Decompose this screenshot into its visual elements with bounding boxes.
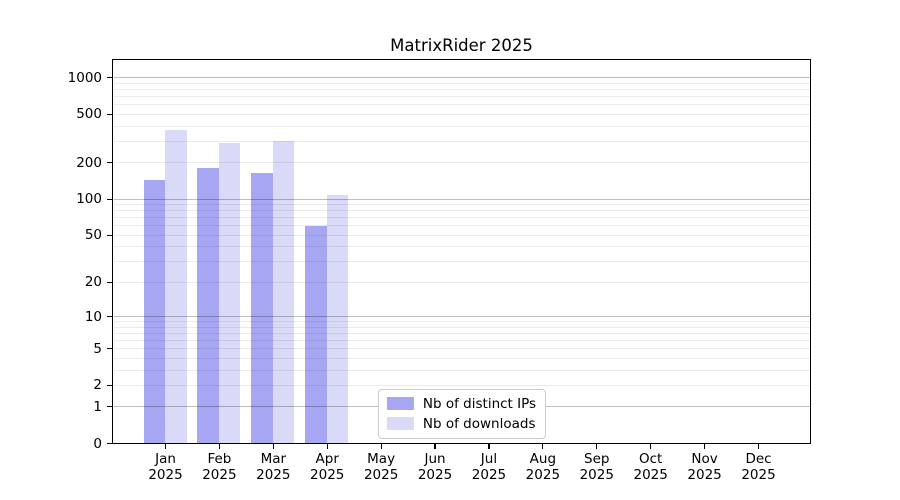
x-tick-year: 2025 — [687, 466, 722, 483]
x-tick-mark — [650, 443, 652, 449]
y-tick-mark — [106, 315, 113, 318]
y-tick-mark — [106, 113, 113, 116]
x-tick-label: Jan 2025 — [131, 451, 201, 483]
legend-swatch-downloads — [386, 416, 414, 431]
x-tick-month: Aug — [529, 451, 557, 467]
y-tick-mark — [106, 281, 113, 283]
x-tick-month: Nov — [691, 451, 718, 467]
bar-distinct-ips-feb — [197, 168, 219, 444]
x-tick-mark — [218, 443, 220, 449]
x-tick-month: May — [367, 451, 396, 467]
x-tick-label: Dec 2025 — [724, 451, 794, 483]
x-tick-label: May 2025 — [346, 451, 416, 483]
y-tick-label: 200 — [76, 154, 102, 171]
x-tick-month: Mar — [260, 451, 287, 467]
x-tick-month: Jul — [480, 451, 498, 467]
plot-area: Nb of distinct IPs Nb of downloads — [112, 58, 811, 444]
x-tick-label: Jun 2025 — [400, 451, 470, 483]
x-tick-year: 2025 — [363, 466, 399, 483]
x-tick-year: 2025 — [633, 466, 668, 483]
x-tick-mark — [326, 443, 328, 449]
x-tick-label: Sep 2025 — [562, 451, 632, 483]
y-tick-label: 100 — [76, 191, 102, 208]
x-tick-year: 2025 — [471, 466, 507, 483]
x-tick-label: Mar 2025 — [238, 451, 308, 483]
y-tick-label: 500 — [76, 106, 102, 123]
y-tick-label: 2 — [93, 377, 102, 394]
bar-distinct-ips-apr — [305, 225, 327, 444]
x-tick-year: 2025 — [256, 466, 291, 483]
bar-distinct-ips-jan — [143, 179, 165, 444]
y-tick-label: 1 — [93, 398, 102, 415]
legend-label-distinct-ips: Nb of distinct IPs — [422, 395, 537, 412]
y-tick-mark — [106, 348, 113, 350]
x-tick-month: Jun — [424, 451, 446, 467]
y-tick-mark — [106, 406, 113, 408]
legend-item-downloads: Nb of downloads — [386, 415, 536, 432]
legend-label-downloads: Nb of downloads — [422, 415, 536, 432]
x-tick-mark — [703, 443, 706, 449]
y-tick-mark — [106, 162, 113, 164]
x-tick-label: Feb 2025 — [184, 451, 254, 483]
chart-title: MatrixRider 2025 — [390, 36, 533, 55]
x-tick-month: Jan — [155, 451, 176, 467]
y-tick-mark — [106, 442, 113, 445]
y-tick-label: 0 — [93, 435, 102, 452]
x-tick-month: Feb — [207, 451, 232, 467]
x-tick-year: 2025 — [310, 466, 345, 483]
bar-distinct-ips-mar — [251, 172, 273, 444]
x-tick-label: Aug 2025 — [508, 451, 578, 483]
y-tick-label: 5 — [93, 340, 102, 357]
bar-downloads-jan — [165, 130, 187, 444]
x-tick-mark — [488, 443, 490, 449]
x-tick-year: 2025 — [148, 466, 183, 483]
bar-downloads-feb — [218, 143, 241, 444]
x-tick-mark — [164, 443, 167, 449]
x-tick-year: 2025 — [741, 466, 776, 483]
y-tick-label: 1000 — [67, 69, 102, 86]
y-tick-mark — [106, 384, 113, 386]
x-tick-mark — [380, 443, 382, 449]
x-tick-month: Dec — [745, 451, 772, 467]
x-tick-month: Oct — [639, 451, 663, 467]
x-tick-mark — [434, 443, 436, 449]
x-tick-year: 2025 — [579, 466, 614, 483]
legend-item-distinct-ips: Nb of distinct IPs — [386, 395, 537, 412]
x-tick-month: Apr — [315, 451, 339, 467]
bars-layer — [114, 60, 811, 444]
bar-downloads-mar — [272, 141, 295, 444]
y-tick-mark — [106, 198, 113, 200]
x-tick-year: 2025 — [417, 466, 453, 483]
y-tick-mark — [106, 77, 113, 79]
legend-swatch-distinct-ips — [386, 396, 414, 411]
x-tick-label: Nov 2025 — [670, 451, 740, 483]
y-tick-label: 10 — [84, 308, 102, 325]
x-tick-year: 2025 — [525, 466, 561, 483]
bar-downloads-apr — [326, 195, 349, 444]
x-tick-label: Oct 2025 — [616, 451, 686, 483]
x-tick-year: 2025 — [202, 466, 237, 483]
y-tick-label: 50 — [84, 227, 102, 244]
y-tick-mark — [106, 234, 113, 236]
x-tick-mark — [757, 443, 760, 449]
legend: Nb of distinct IPs Nb of downloads — [377, 388, 547, 439]
x-tick-label: Apr 2025 — [292, 451, 362, 483]
x-tick-month: Sep — [584, 451, 610, 467]
y-tick-label: 20 — [84, 274, 102, 291]
x-tick-label: Jul 2025 — [454, 451, 524, 483]
x-tick-mark — [272, 443, 274, 449]
x-tick-mark — [596, 443, 598, 449]
x-tick-mark — [542, 443, 544, 449]
